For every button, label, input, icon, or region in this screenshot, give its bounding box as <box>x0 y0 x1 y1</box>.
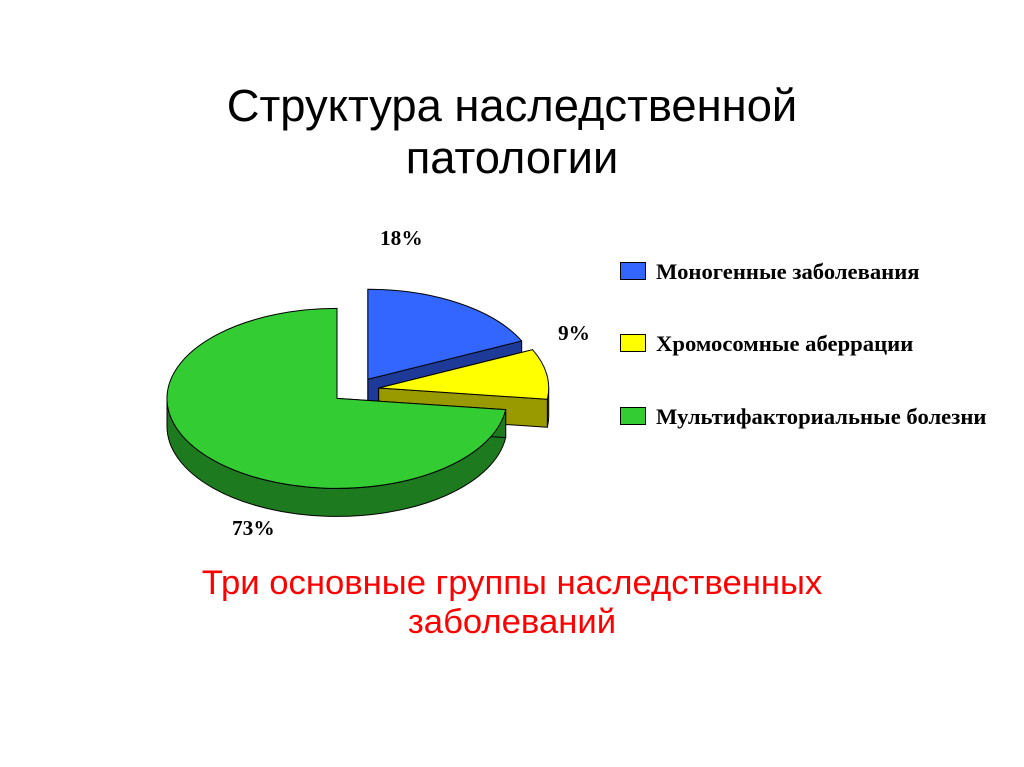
legend-swatch-1 <box>620 334 646 352</box>
legend-text-1: Хромосомные аберрации <box>656 330 913 358</box>
slide-subtitle: Три основные группы наследственных забол… <box>0 564 1024 642</box>
data-label-0: 18% <box>380 226 423 251</box>
slide: Структура наследственной патологии 18% 9… <box>0 0 1024 767</box>
pie-chart: 18% 9% 73% <box>120 220 590 540</box>
legend-item-0: Моногенные заболевания <box>620 258 1000 286</box>
title-line-1: Структура наследственной <box>0 80 1024 132</box>
legend-text-0: Моногенные заболевания <box>656 258 920 286</box>
pie-chart-svg <box>120 220 590 540</box>
data-label-2: 73% <box>232 516 275 541</box>
subtitle-line-2: заболеваний <box>0 603 1024 642</box>
legend-item-1: Хромосомные аберрации <box>620 330 1000 358</box>
legend-swatch-2 <box>620 407 646 425</box>
legend-item-2: Мультифакториальные болезни <box>620 403 1000 431</box>
data-label-1: 9% <box>558 321 590 346</box>
title-line-2: патологии <box>0 132 1024 184</box>
subtitle-line-1: Три основные группы наследственных <box>0 564 1024 603</box>
legend: Моногенные заболевания Хромосомные аберр… <box>620 258 1000 475</box>
slide-title: Структура наследственной патологии <box>0 80 1024 184</box>
legend-text-2: Мультифакториальные болезни <box>656 403 986 431</box>
legend-swatch-0 <box>620 262 646 280</box>
